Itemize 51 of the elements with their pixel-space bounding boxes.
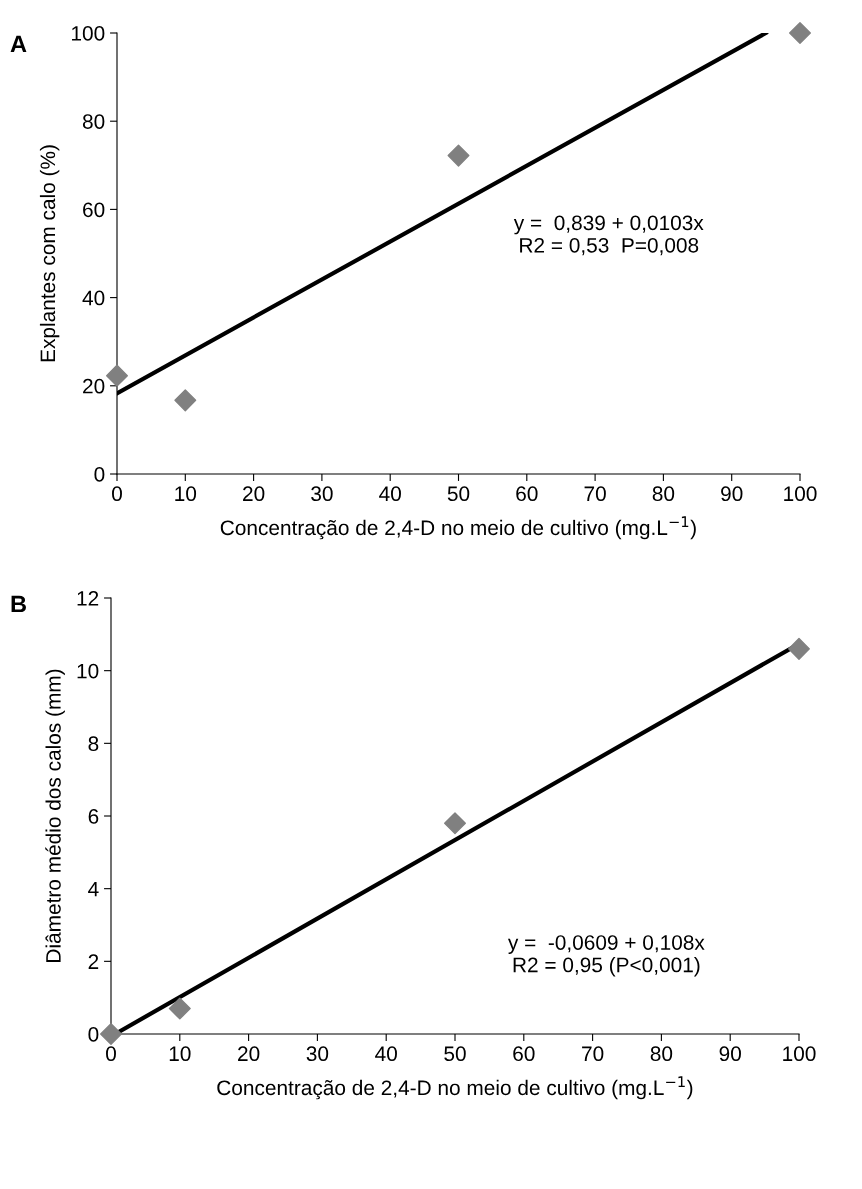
x-tick-label: 30 <box>311 486 333 502</box>
x-tick-label: 10 <box>175 486 197 502</box>
y-tick-label: 20 <box>83 378 105 394</box>
y-tick-label: 8 <box>88 736 99 752</box>
point <box>168 997 191 1020</box>
x-tick-label: 10 <box>169 1046 191 1062</box>
x-tick-label: 20 <box>243 486 265 502</box>
x-tick-label: 0 <box>106 1046 116 1062</box>
y-tick-label: 12 <box>77 591 99 606</box>
text: B <box>11 595 26 613</box>
x-tick-label: 80 <box>650 1046 673 1062</box>
x-axis-title: Concentração de 2,4-D no meio de cultivo (mg.L$^{−1}$) <box>217 1076 693 1100</box>
x-tick-label: 60 <box>516 486 538 502</box>
x-tick-label: 50 <box>444 1046 466 1062</box>
y-tick-label: 4 <box>88 881 99 897</box>
y-tick-label: 60 <box>83 202 105 218</box>
y-tick-label: 10 <box>77 663 99 679</box>
annotation: y = 0,839 + 0,0103x R2 = 0,53 P=0,008 <box>513 215 704 256</box>
text: A <box>10 35 27 53</box>
y-tick-label: 0 <box>88 1027 99 1042</box>
x-tick-label: 70 <box>582 1046 604 1062</box>
y-tick-label: 80 <box>82 114 105 129</box>
annotation: y = -0,0609 + 0,108x R2 = 0,95 (P<0,001) <box>507 935 705 977</box>
x-tick-label: 100 <box>783 1046 816 1062</box>
y-tick-label: 40 <box>82 290 105 306</box>
x-tick-label: 30 <box>306 1046 329 1062</box>
point <box>174 389 197 412</box>
y-axis-title: Explantes com calo (%) <box>39 145 60 362</box>
x-tick-label: 40 <box>375 1046 397 1062</box>
x-axis-title: Concentração de 2,4-D no meio de cultivo (mg.L$^{−1}$) <box>220 516 696 540</box>
x-tick-label: 100 <box>784 486 817 502</box>
point <box>788 637 810 660</box>
point <box>100 1023 122 1045</box>
point <box>106 364 128 387</box>
x-tick-label: 90 <box>721 486 743 502</box>
point <box>789 22 811 44</box>
x-tick-label: 90 <box>719 1046 741 1062</box>
y-axis-title: Diâmetro médio dos calos (mm) <box>45 669 65 962</box>
x-tick-label: 20 <box>238 1046 260 1062</box>
x-tick-label: 60 <box>513 1046 535 1062</box>
y-tick-label: 6 <box>88 809 99 824</box>
point <box>447 144 470 167</box>
y-tick-label: 100 <box>72 26 105 41</box>
x-tick-label: 50 <box>447 486 470 502</box>
y-tick-label: 2 <box>88 954 99 969</box>
x-tick-label: 80 <box>652 486 675 502</box>
x-tick-label: 70 <box>584 486 606 502</box>
x-tick-label: 40 <box>379 486 401 502</box>
point <box>444 812 466 835</box>
x-tick-label: 0 <box>112 486 122 502</box>
y-tick-label: 0 <box>94 467 105 482</box>
